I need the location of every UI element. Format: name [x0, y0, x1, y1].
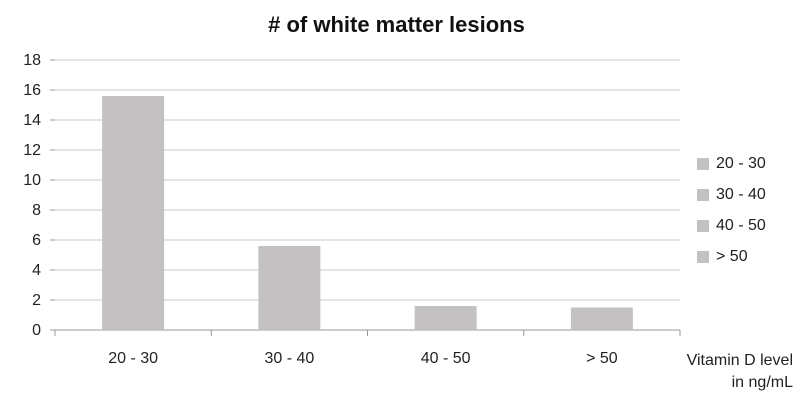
y-tick-label: 16	[23, 82, 41, 99]
y-tick-label: 6	[32, 232, 41, 249]
legend-label: 30 - 40	[716, 185, 766, 203]
y-tick-label: 2	[32, 292, 41, 309]
legend-item: 20 - 30	[697, 148, 787, 179]
y-tick-label: 8	[32, 202, 41, 219]
y-tick-label: 4	[32, 262, 41, 279]
y-tick-label: 0	[32, 322, 41, 339]
chart-legend: 20 - 30 30 - 40 40 - 50 > 50	[697, 148, 787, 272]
bar-1	[102, 96, 165, 330]
legend-label: > 50	[716, 247, 748, 265]
legend-swatch	[697, 250, 709, 263]
x-tick-label: 20 - 30	[108, 350, 158, 367]
bar-4	[570, 307, 633, 330]
y-tick-label: 14	[23, 112, 41, 129]
x-axis-title: Vitamin D level in ng/mL	[650, 350, 793, 394]
legend-swatch	[697, 219, 709, 232]
legend-item: > 50	[697, 241, 787, 272]
bar-3	[414, 306, 477, 330]
y-tick-label: 18	[23, 52, 41, 69]
bar-2	[258, 246, 321, 330]
y-tick-label: 10	[23, 172, 41, 189]
legend-item: 40 - 50	[697, 210, 787, 241]
legend-swatch	[697, 188, 709, 201]
x-tick-label: 30 - 40	[264, 350, 314, 367]
legend-label: 20 - 30	[716, 154, 766, 172]
legend-label: 40 - 50	[716, 216, 766, 234]
y-tick-label: 12	[23, 142, 41, 159]
legend-item: 30 - 40	[697, 179, 787, 210]
chart-title: # of white matter lesions	[268, 12, 525, 37]
x-tick-label: > 50	[586, 350, 618, 367]
legend-swatch	[697, 157, 709, 170]
x-tick-label: 40 - 50	[421, 350, 471, 367]
x-axis-title-line1: Vitamin D level	[686, 352, 793, 369]
x-axis-title-line2: in ng/mL	[731, 374, 793, 391]
